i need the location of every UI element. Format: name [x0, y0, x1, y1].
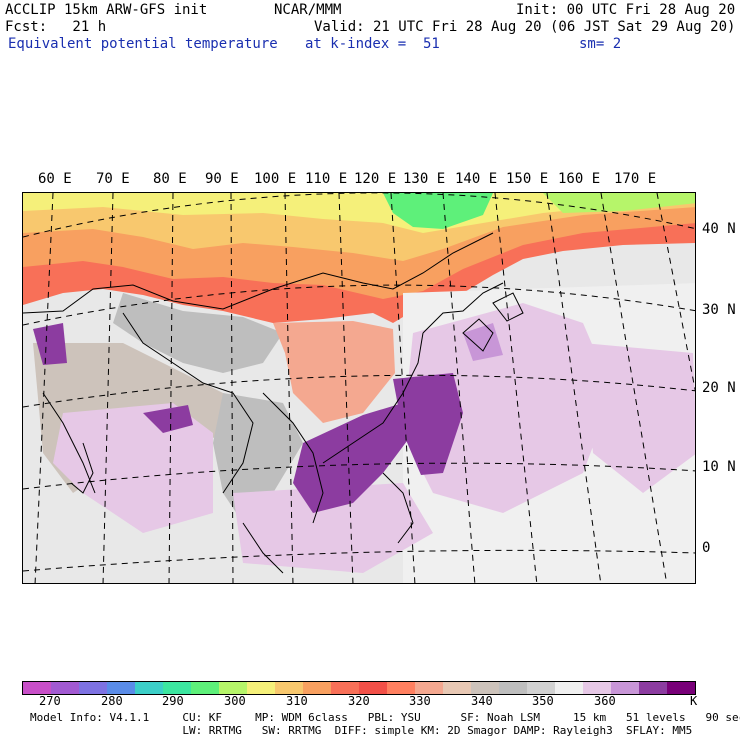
colorbar-swatch — [359, 682, 387, 694]
colorbar-swatch — [527, 682, 555, 694]
lat-label: 0 — [702, 540, 711, 556]
field-name: Equivalent potential temperature — [8, 36, 278, 52]
lon-label: 160 E — [558, 171, 601, 187]
coastlines — [23, 232, 524, 574]
colorbar-tick: 290 — [162, 694, 184, 708]
colorbar-swatch — [331, 682, 359, 694]
lon-label: 150 E — [506, 171, 549, 187]
bay-of-bengal-lilac — [53, 403, 213, 533]
light-yellow-band — [23, 193, 695, 233]
philippine-sea-lilac — [403, 303, 613, 513]
colorbar-unit: K — [690, 694, 698, 708]
colorbar-tick: 270 — [39, 694, 61, 708]
smoothing: sm= 2 — [579, 36, 622, 52]
colorbar-swatch — [163, 682, 191, 694]
colorbar-swatch — [415, 682, 443, 694]
lon-label: 110 E — [305, 171, 348, 187]
lat-label: 20 N — [702, 380, 736, 396]
colorbar-swatch — [191, 682, 219, 694]
theta-e-map — [22, 192, 696, 584]
colorbar-tick: 340 — [471, 694, 493, 708]
green-cool-region — [383, 193, 493, 229]
colorbar-tick: 310 — [286, 694, 308, 708]
colorbar-swatch — [107, 682, 135, 694]
map-canvas — [23, 193, 695, 583]
forecast-hour: Fcst: 21 h — [5, 19, 107, 35]
central-pacific-lilac — [583, 343, 695, 493]
colorbar-tick: 360 — [594, 694, 616, 708]
plateau-region — [113, 293, 283, 373]
valid-time: Valid: 21 UTC Fri 28 Aug 20 (06 JST Sat … — [314, 19, 736, 35]
lon-label: 120 E — [354, 171, 397, 187]
colorbar-swatch — [443, 682, 471, 694]
colorbar-swatch — [667, 682, 695, 694]
colorbar-swatch — [275, 682, 303, 694]
lon-label: 90 E — [205, 171, 239, 187]
lon-label: 170 E — [614, 171, 657, 187]
arabian-purple-core — [33, 323, 67, 365]
init-time: Init: 00 UTC Fri 28 Aug 20 — [516, 2, 736, 18]
colorbar-swatch — [303, 682, 331, 694]
lon-label: 60 E — [38, 171, 72, 187]
west-pacific-purple-core — [393, 373, 463, 475]
lon-label: 140 E — [455, 171, 498, 187]
scs-purple-core — [293, 403, 413, 513]
colorbar-swatch — [471, 682, 499, 694]
colorbar-swatch — [639, 682, 667, 694]
graticule — [23, 193, 695, 583]
colorbar-swatch — [247, 682, 275, 694]
lon-label: 130 E — [403, 171, 446, 187]
colorbar-swatch — [583, 682, 611, 694]
colorbar-swatch — [499, 682, 527, 694]
colorbar-tick: 330 — [409, 694, 431, 708]
colorbar — [22, 681, 696, 695]
colorbar-swatch — [611, 682, 639, 694]
colorbar-swatch — [51, 682, 79, 694]
maritime-lilac — [233, 483, 433, 573]
lon-label: 100 E — [254, 171, 297, 187]
colorbar-swatch — [135, 682, 163, 694]
colorbar-swatch — [79, 682, 107, 694]
colorbar-tick: 350 — [532, 694, 554, 708]
colorbar-tick: 320 — [348, 694, 370, 708]
colorbar-tick: 300 — [224, 694, 246, 708]
colorbar-swatch — [219, 682, 247, 694]
lat-label: 10 N — [702, 459, 736, 475]
lon-label: 80 E — [153, 171, 187, 187]
indochina-region — [213, 393, 303, 523]
colorbar-tick: 280 — [101, 694, 123, 708]
colorbar-swatch — [555, 682, 583, 694]
level-index: at k-index = 51 — [305, 36, 440, 52]
org-label: NCAR/MMM — [274, 2, 342, 18]
lat-label: 40 N — [702, 221, 736, 237]
china-interior — [273, 321, 395, 423]
model-title: ACCLIP 15km ARW-GFS init — [5, 2, 208, 18]
lat-label: 30 N — [702, 302, 736, 318]
lon-label: 70 E — [96, 171, 130, 187]
model-info-line2: LW: RRTMG SW: RRTMG DIFF: simple KM: 2D … — [30, 724, 693, 737]
bengal-purple-core — [143, 405, 193, 433]
model-info-line1: Model Info: V4.1.1 CU: KF MP: WDM 6class… — [30, 711, 740, 724]
colorbar-swatch — [387, 682, 415, 694]
colorbar-swatch — [23, 682, 51, 694]
